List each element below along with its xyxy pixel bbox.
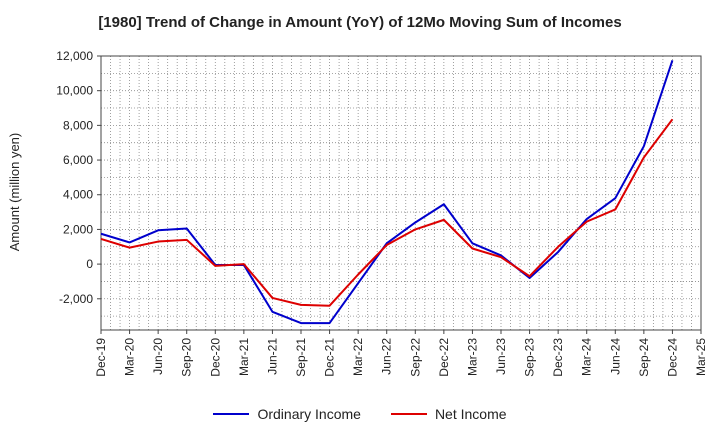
x-tick-label: Dec-22	[437, 338, 451, 377]
x-tick-label: Dec-21	[323, 338, 337, 377]
y-tick-label: 6,000	[63, 153, 93, 167]
x-tick-label: Mar-24	[580, 338, 594, 376]
x-tick-label: Mar-21	[237, 338, 251, 376]
grid-layer	[100, 55, 702, 330]
x-tick-label: Jun-22	[380, 338, 394, 375]
x-tick-label: Mar-23	[465, 338, 479, 376]
legend-item-net-income: Net Income	[390, 406, 507, 422]
x-tick-label: Sep-24	[637, 338, 651, 377]
legend-swatch-net-income	[390, 413, 427, 415]
x-tick-label: Jun-20	[151, 338, 165, 375]
y-tick-label: 10,000	[56, 84, 93, 98]
x-tick-label: Dec-23	[551, 338, 565, 377]
y-axis-title: Amount (million yen)	[7, 133, 22, 252]
axis-layer: 12,000 10,000 8,000 6,000 4,000 2,000 0 -2,000 D…	[56, 49, 708, 377]
legend-swatch-ordinary-income	[213, 413, 250, 415]
plot-border	[100, 55, 702, 331]
legend: Ordinary Income Net Income	[0, 406, 720, 422]
x-tick-label: Dec-20	[208, 338, 222, 377]
chart-title: [1980] Trend of Change in Amount (YoY) o…	[98, 14, 622, 31]
y-tick-label: 12,000	[56, 49, 93, 63]
x-tick-label: Sep-23	[523, 338, 537, 377]
x-tick-label: Mar-22	[351, 338, 365, 376]
y-tick-label: 8,000	[63, 118, 93, 132]
x-tick-label: Sep-21	[294, 338, 308, 377]
x-tick-label: Sep-22	[408, 338, 422, 377]
x-tick-label: Jun-21	[265, 338, 279, 375]
y-tick-label: 0	[86, 257, 93, 271]
series-line-net-income	[100, 118, 674, 307]
legend-label-net-income: Net Income	[434, 406, 507, 422]
x-tick-label: Dec-19	[94, 338, 108, 377]
legend-item-ordinary-income: Ordinary Income	[213, 406, 361, 422]
legend-label-ordinary-income: Ordinary Income	[257, 406, 361, 422]
series-layer	[100, 60, 674, 325]
x-tick-label: Jun-24	[608, 338, 622, 375]
y-tick-label: 4,000	[63, 188, 93, 202]
x-tick-label: Jun-23	[494, 338, 508, 375]
y-tick-label: -2,000	[59, 292, 93, 306]
x-tick-label: Mar-20	[123, 338, 137, 376]
x-tick-label: Mar-25	[694, 338, 708, 376]
x-tick-label: Sep-20	[180, 338, 194, 377]
x-tick-label: Dec-24	[665, 338, 679, 377]
y-tick-label: 2,000	[63, 222, 93, 236]
